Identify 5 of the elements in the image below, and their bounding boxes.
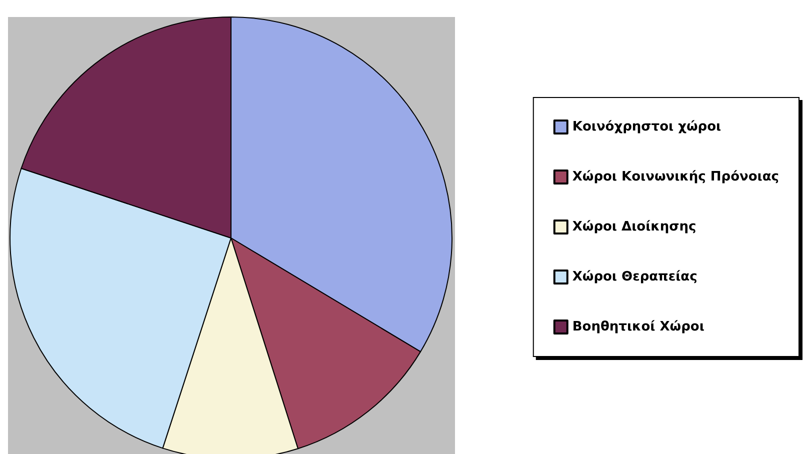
- legend-label: Χώροι Κοινωνικής Πρόνοιας: [572, 170, 779, 184]
- legend-label: Χώροι Θεραπείας: [572, 270, 698, 284]
- legend-label: Κοινόχρηστοι χώροι: [572, 120, 722, 134]
- legend-label: Χώροι Διοίκησης: [572, 220, 696, 234]
- legend-label: Βοηθητικοί Χώροι: [572, 320, 704, 334]
